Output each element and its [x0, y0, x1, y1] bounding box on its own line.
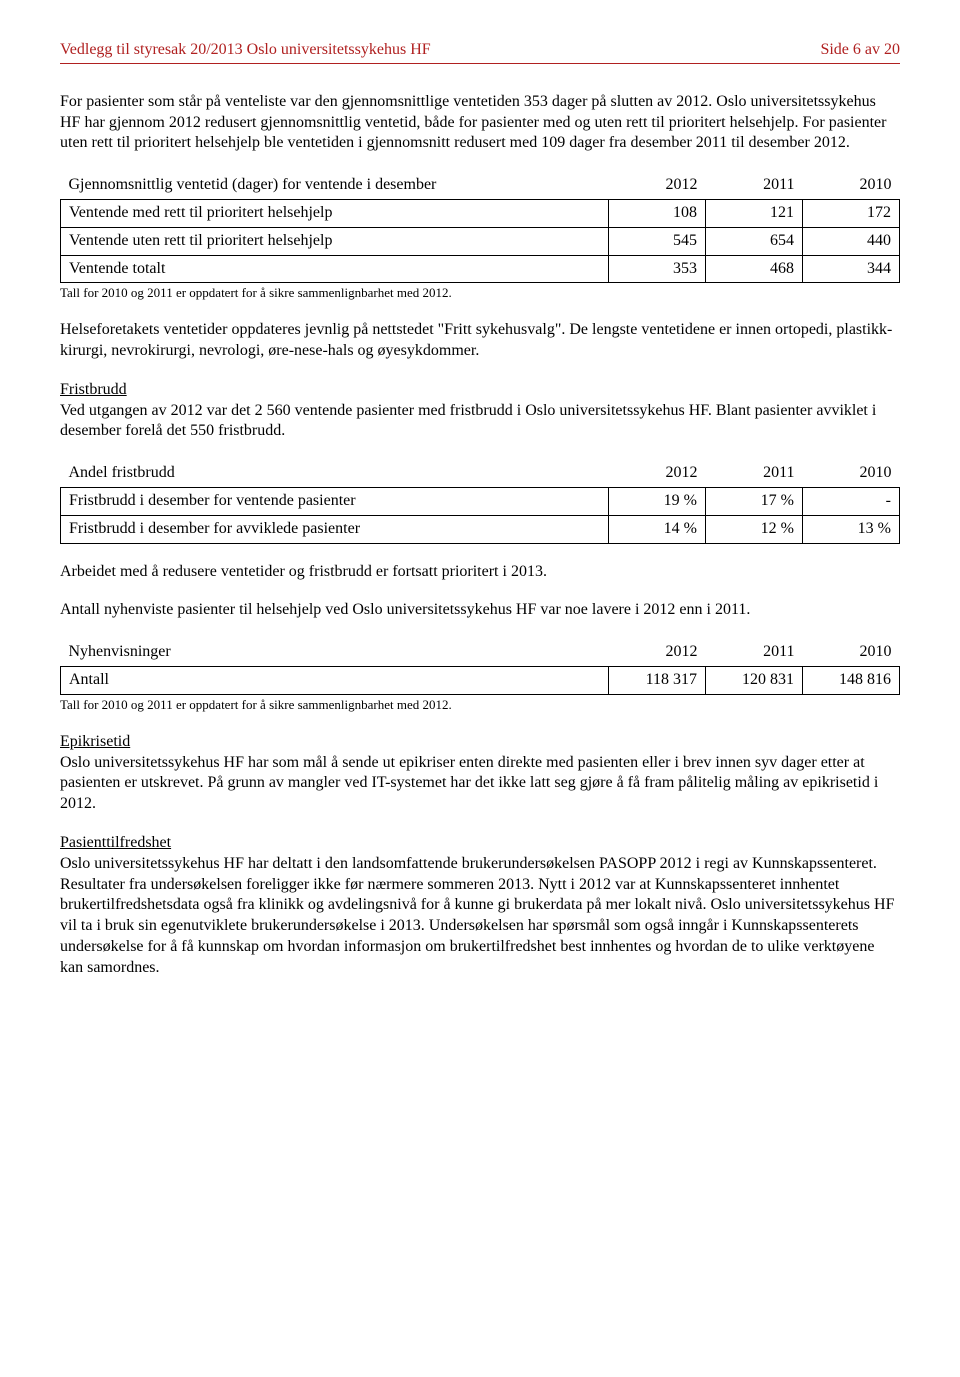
heading-epikrisetid: Epikrisetid [60, 733, 130, 750]
t3-r0c0: Antall [61, 667, 609, 695]
t2-h0: Andel fristbrudd [61, 460, 609, 487]
t1-r2c2: 468 [706, 255, 803, 283]
t3-h2: 2011 [706, 639, 803, 666]
t1-r0c2: 121 [706, 199, 803, 227]
t2-h3: 2010 [803, 460, 900, 487]
t1-r2c1: 353 [609, 255, 706, 283]
t1-r1c1: 545 [609, 227, 706, 255]
t2-h2: 2011 [706, 460, 803, 487]
t2-r0c1: 19 % [609, 488, 706, 516]
t2-h1: 2012 [609, 460, 706, 487]
t1-h0: Gjennomsnittlig ventetid (dager) for ven… [61, 172, 609, 199]
header-left: Vedlegg til styresak 20/2013 Oslo univer… [60, 40, 431, 61]
t2-r0c0: Fristbrudd i desember for ventende pasie… [61, 488, 609, 516]
t2-r0c2: 17 % [706, 488, 803, 516]
paragraph-nyhenviste: Antall nyhenviste pasienter til helsehje… [60, 600, 900, 621]
table-row: Fristbrudd i desember for avviklede pasi… [61, 515, 900, 543]
t2-r0c3: - [803, 488, 900, 516]
t1-r2c3: 344 [803, 255, 900, 283]
footnote-nyhenvisninger: Tall for 2010 og 2011 er oppdatert for å… [60, 697, 900, 714]
t1-h1: 2012 [609, 172, 706, 199]
footnote-ventetid: Tall for 2010 og 2011 er oppdatert for å… [60, 285, 900, 302]
t1-r0c3: 172 [803, 199, 900, 227]
table-row: Ventende med rett til prioritert helsehj… [61, 199, 900, 227]
paragraph-epikrisetid: Oslo universitetssykehus HF har som mål … [60, 753, 900, 815]
table-row: Fristbrudd i desember for ventende pasie… [61, 488, 900, 516]
t3-r0c1: 118 317 [609, 667, 706, 695]
paragraph-fristbrudd: Ved utgangen av 2012 var det 2 560 vente… [60, 401, 900, 443]
t3-h3: 2010 [803, 639, 900, 666]
table-row: Ventende uten rett til prioritert helseh… [61, 227, 900, 255]
t1-r2c0: Ventende totalt [61, 255, 609, 283]
heading-pasienttilfredshet: Pasienttilfredshet [60, 834, 171, 851]
paragraph-fristbrudd-prioritert: Arbeidet med å redusere ventetider og fr… [60, 562, 900, 583]
t1-r0c0: Ventende med rett til prioritert helsehj… [61, 199, 609, 227]
table-row: Antall 118 317 120 831 148 816 [61, 667, 900, 695]
t3-h1: 2012 [609, 639, 706, 666]
heading-fristbrudd: Fristbrudd [60, 381, 127, 398]
table-row: Ventende totalt 353 468 344 [61, 255, 900, 283]
t1-h2: 2011 [706, 172, 803, 199]
t2-r1c0: Fristbrudd i desember for avviklede pasi… [61, 515, 609, 543]
paragraph-ventetider-nettsted: Helseforetakets ventetider oppdateres je… [60, 320, 900, 362]
table-nyhenvisninger: Nyhenvisninger 2012 2011 2010 Antall 118… [60, 639, 900, 695]
t2-r1c3: 13 % [803, 515, 900, 543]
table-ventetid: Gjennomsnittlig ventetid (dager) for ven… [60, 172, 900, 283]
table-fristbrudd: Andel fristbrudd 2012 2011 2010 Fristbru… [60, 460, 900, 543]
t3-r0c3: 148 816 [803, 667, 900, 695]
header-right: Side 6 av 20 [820, 40, 900, 61]
t2-r1c2: 12 % [706, 515, 803, 543]
t1-r1c0: Ventende uten rett til prioritert helseh… [61, 227, 609, 255]
t1-r1c3: 440 [803, 227, 900, 255]
t1-h3: 2010 [803, 172, 900, 199]
t1-r0c1: 108 [609, 199, 706, 227]
t3-h0: Nyhenvisninger [61, 639, 609, 666]
paragraph-intro: For pasienter som står på venteliste var… [60, 92, 900, 154]
t3-r0c2: 120 831 [706, 667, 803, 695]
t2-r1c1: 14 % [609, 515, 706, 543]
t1-r1c2: 654 [706, 227, 803, 255]
paragraph-pasienttilfredshet: Oslo universitetssykehus HF har deltatt … [60, 854, 900, 979]
page-header: Vedlegg til styresak 20/2013 Oslo univer… [60, 40, 900, 64]
